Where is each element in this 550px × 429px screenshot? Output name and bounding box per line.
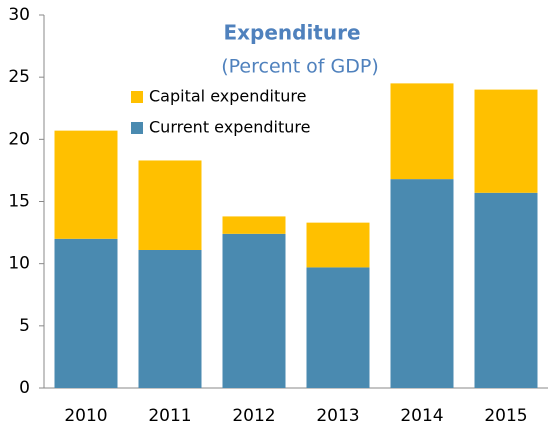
x-tick-label: 2011 (148, 406, 191, 426)
legend-label: Capital expenditure (149, 87, 306, 106)
legend-swatch (131, 122, 143, 134)
bar-segment (222, 216, 286, 234)
x-tick-label: 2012 (232, 406, 275, 426)
bar-segment (390, 179, 454, 388)
y-tick-label: 10 (8, 254, 30, 274)
bar-segment (474, 192, 538, 388)
x-tick-label: 2010 (64, 406, 107, 426)
x-tick-label: 2015 (484, 406, 527, 426)
y-tick-label: 15 (8, 192, 30, 212)
y-tick-label: 25 (8, 67, 30, 87)
bar-segment (54, 130, 118, 239)
bar-segment (138, 249, 202, 388)
bar-segment (138, 160, 202, 250)
bar-segment (54, 238, 118, 388)
y-tick-label: 5 (19, 316, 30, 336)
y-tick-label: 20 (8, 129, 30, 149)
bar-segment (222, 233, 286, 388)
y-tick-label: 0 (19, 378, 30, 398)
x-tick-label: 2014 (400, 406, 443, 426)
bar-segment (306, 267, 370, 388)
chart-subtitle: (Percent of GDP) (221, 56, 379, 78)
bar-segment (474, 89, 538, 193)
legend-label: Current expenditure (149, 118, 310, 137)
x-tick-label: 2013 (316, 406, 359, 426)
legend-swatch (131, 91, 143, 103)
bar-segment (390, 83, 454, 180)
bar-segment (306, 222, 370, 268)
chart-title: Expenditure (223, 21, 360, 45)
y-tick-label: 30 (8, 5, 30, 25)
